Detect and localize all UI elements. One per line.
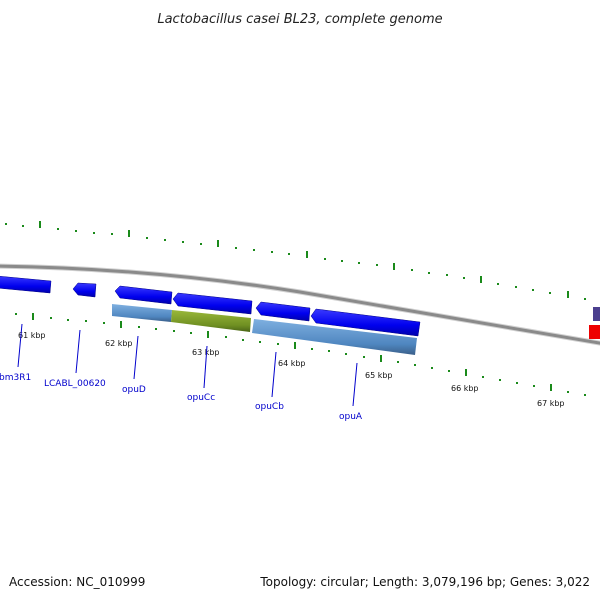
feature-bar-right bbox=[252, 319, 417, 355]
gene-arrow-lcabl-00620 bbox=[72, 282, 97, 298]
scale-labels: 61 kbp 62 kbp 63 kbp 64 kbp 65 kbp 66 kb… bbox=[18, 331, 565, 408]
scale-label-67: 67 kbp bbox=[537, 399, 565, 408]
gene-arrow-opuA bbox=[310, 308, 421, 337]
accession-text: Accession: NC_010999 bbox=[9, 575, 145, 589]
gene-label-leaders bbox=[17, 323, 358, 407]
scale-label-65: 65 kbp bbox=[365, 371, 393, 380]
leader-opuCb bbox=[271, 351, 277, 398]
outer-tick-ring bbox=[5, 221, 586, 300]
gene-label-bm3R1: bm3R1 bbox=[0, 373, 31, 383]
feature-bar-left bbox=[112, 304, 172, 322]
leader-lcabl-00620 bbox=[75, 329, 81, 374]
map-title: Lactobacillus casei BL23, complete genom… bbox=[157, 12, 442, 27]
scale-label-66: 66 kbp bbox=[451, 384, 479, 393]
feature-bars[interactable] bbox=[112, 304, 417, 355]
scale-label-62: 62 kbp bbox=[105, 339, 133, 348]
gene-label-opuCc: opuCc bbox=[187, 393, 215, 403]
gene-arrow-opuCc bbox=[172, 292, 253, 315]
gene-label-opuD: opuD bbox=[122, 385, 146, 395]
gene-labels[interactable]: bm3R1 LCABL_00620 opuD opuCc opuCb opuA bbox=[0, 373, 363, 422]
leader-opuD bbox=[133, 335, 139, 380]
scale-label-63: 63 kbp bbox=[192, 348, 220, 357]
scale-label-64: 64 kbp bbox=[278, 359, 306, 368]
gene-label-opuA: opuA bbox=[339, 412, 363, 422]
genome-summary-text: Topology: circular; Length: 3,079,196 bp… bbox=[259, 575, 590, 589]
gene-arrow-opuD bbox=[114, 285, 173, 305]
gene-label-opuCb: opuCb bbox=[255, 402, 284, 412]
edge-feature-red[interactable] bbox=[589, 325, 600, 339]
scale-label-61: 61 kbp bbox=[18, 331, 46, 340]
inner-tick-ring bbox=[15, 313, 586, 396]
gene-label-lcabl-00620: LCABL_00620 bbox=[44, 379, 106, 389]
gene-arrow-bm3R1 bbox=[0, 276, 52, 294]
leader-bm3R1 bbox=[17, 323, 23, 368]
feature-bar-highlight bbox=[171, 310, 251, 332]
genome-backbone bbox=[0, 264, 600, 345]
edge-feature-purple[interactable] bbox=[593, 307, 600, 321]
leader-opuCc bbox=[203, 345, 208, 389]
gene-arrows[interactable] bbox=[0, 276, 421, 337]
leader-opuA bbox=[352, 362, 358, 407]
gene-arrow-opuCb bbox=[255, 301, 311, 322]
